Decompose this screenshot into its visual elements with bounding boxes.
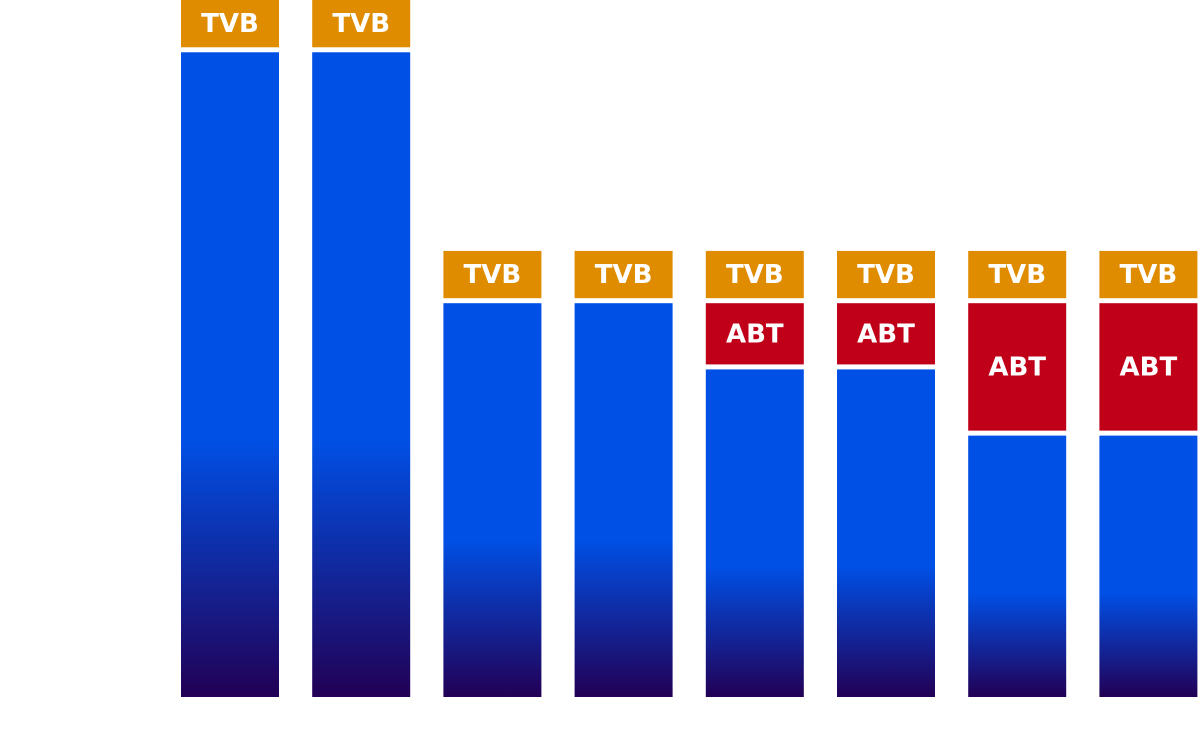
label-abt-8: ABT bbox=[1120, 352, 1178, 382]
label-abt-5: ABT bbox=[726, 319, 784, 349]
label-tvb-2: TVB bbox=[332, 9, 390, 39]
bar-base-6 bbox=[837, 369, 935, 697]
bar-tvb-8 bbox=[1099, 250, 1198, 299]
bar-tvb-6 bbox=[837, 250, 935, 299]
label-tvb-5: TVB bbox=[726, 260, 784, 290]
label-abt-7: ABT bbox=[988, 352, 1046, 382]
label-tvb-6: TVB bbox=[857, 260, 915, 290]
bar-base-8 bbox=[1099, 435, 1198, 697]
bar-base-5 bbox=[705, 369, 804, 697]
label-tvb-1: TVB bbox=[201, 9, 259, 39]
label-tvb-7: TVB bbox=[988, 260, 1046, 290]
label-abt-6: ABT bbox=[857, 319, 915, 349]
bar-abt-8 bbox=[1099, 303, 1198, 431]
bars: TVB TVB TVB TVB ABT TVB ABT TVB ABT TVB ABT TVB bbox=[181, 0, 1198, 697]
bar-base-1 bbox=[181, 52, 279, 697]
bar-tvb-2 bbox=[312, 0, 411, 48]
bar-base-2 bbox=[312, 52, 411, 697]
label-tvb-3: TVB bbox=[464, 260, 522, 290]
bar-tvb-7 bbox=[968, 250, 1067, 299]
label-tvb-4: TVB bbox=[595, 260, 653, 290]
bar-base-7 bbox=[968, 435, 1067, 697]
bar-abt-7 bbox=[968, 303, 1067, 431]
bar-base-4 bbox=[574, 303, 673, 697]
bar-tvb-3 bbox=[443, 250, 542, 299]
bar-tvb-4 bbox=[574, 250, 673, 299]
bar-tvb-1 bbox=[181, 0, 279, 48]
label-tvb-8: TVB bbox=[1120, 260, 1178, 290]
bar-base-3 bbox=[443, 303, 542, 697]
bar-tvb-5 bbox=[705, 250, 804, 299]
bar-abt-6 bbox=[837, 303, 935, 365]
bar-abt-5 bbox=[705, 303, 804, 365]
